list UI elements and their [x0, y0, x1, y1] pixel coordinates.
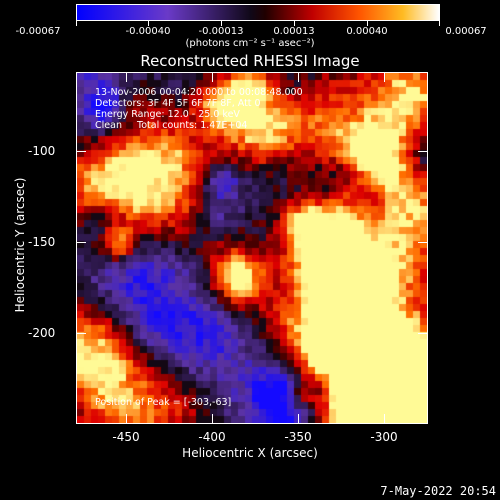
x-tick: [212, 414, 213, 423]
x-tick: [126, 414, 127, 423]
colorbar-tick-label: -0.00040: [125, 26, 171, 37]
colorbar-tick: [367, 21, 368, 26]
y-tick-label: -200: [28, 326, 56, 340]
x-tick-label: -300: [370, 430, 398, 444]
x-tick-top: [212, 73, 213, 82]
y-tick: [77, 151, 86, 152]
y-tick-label: -100: [28, 144, 56, 158]
colorbar-tick: [221, 21, 222, 26]
image-plot-area: 13-Nov-2006 00:04:20.000 to 00:08:48.000…: [76, 72, 428, 424]
colorbar-tick-label: -0.00067: [15, 26, 61, 37]
colorbar-tick: [439, 21, 440, 26]
colorbar-gradient: [76, 4, 440, 21]
info-energy-range: Energy Range: 12.0 - 25.0 keV: [95, 109, 240, 120]
y-tick: [77, 333, 86, 334]
colorbar-tick-label: -0.00013: [198, 26, 244, 37]
x-tick-label: -450: [112, 430, 140, 444]
flux-image: [77, 73, 427, 423]
y-axis-label: Heliocentric Y (arcsec): [13, 177, 27, 313]
y-tick-right: [418, 242, 427, 243]
plot-title: Reconstructed RHESSI Image: [140, 52, 360, 70]
colorbar-tick: [76, 21, 77, 26]
colorbar-tick-label: 0.00040: [346, 26, 388, 37]
x-tick-top: [384, 73, 385, 82]
x-tick: [298, 414, 299, 423]
y-tick-right: [418, 151, 427, 152]
y-tick: [77, 242, 86, 243]
colorbar-tick: [148, 21, 149, 26]
colorbar-tick: [294, 21, 295, 26]
y-tick-label: -150: [28, 235, 56, 249]
y-tick-right: [418, 333, 427, 334]
x-tick-label: -350: [284, 430, 312, 444]
info-detectors: Detectors: 3F 4F 5F 6F 7F 8F, Att 0: [95, 98, 261, 109]
x-tick-label: -400: [198, 430, 226, 444]
peak-position: Position of Peak = [-303,-63]: [95, 397, 232, 408]
colorbar-tick-label: 0.00013: [273, 26, 315, 37]
x-tick-top: [126, 73, 127, 82]
x-axis-label: Heliocentric X (arcsec): [182, 446, 318, 460]
timestamp: 7-May-2022 20:54: [380, 484, 496, 498]
x-tick: [384, 414, 385, 423]
info-time-range: 13-Nov-2006 00:04:20.000 to 00:08:48.000: [95, 87, 303, 98]
colorbar-tick-label: 0.00067: [445, 26, 487, 37]
info-clean-counts: Clean Total counts: 1.47E+04: [95, 120, 248, 131]
x-tick-top: [298, 73, 299, 82]
colorbar-units: (photons cm⁻² s⁻¹ asec⁻²): [185, 38, 315, 49]
